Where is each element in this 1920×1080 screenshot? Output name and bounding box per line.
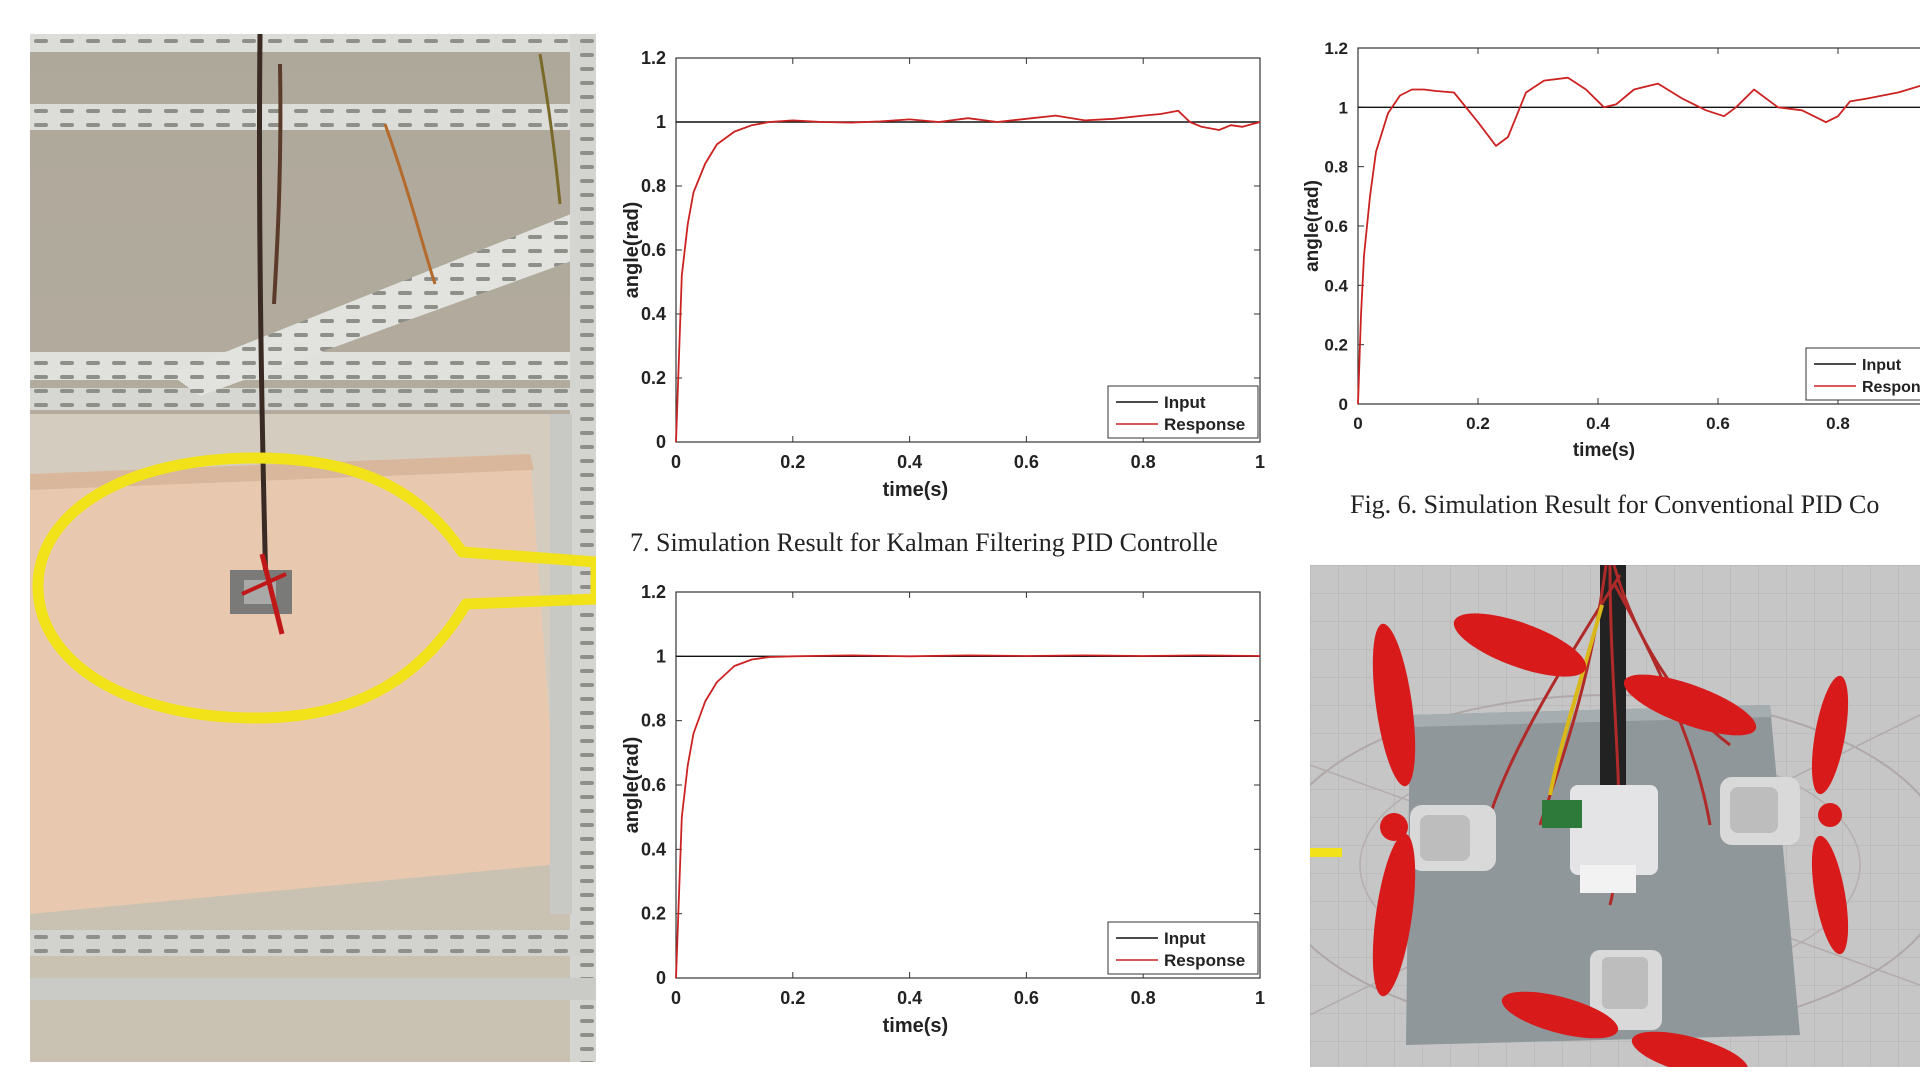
x-axis-label: time(s) (1573, 440, 1635, 461)
x-tick-label: 0.4 (897, 452, 922, 472)
y-tick-label: 0 (656, 432, 666, 452)
plot-area (675, 591, 1261, 979)
y-tick-label: 0.8 (1324, 158, 1348, 177)
rig-frame (30, 34, 596, 1062)
x-tick-label: 0.8 (1131, 452, 1156, 472)
y-tick-label: 0.4 (1324, 276, 1348, 295)
x-tick-label: 0 (1353, 414, 1362, 433)
legend-box (1107, 921, 1259, 975)
y-tick-label: 1 (656, 646, 666, 666)
y-tick-label: 1.2 (641, 582, 666, 602)
legend-box (1805, 347, 1920, 401)
x-axis-label: time(s) (883, 479, 949, 501)
y-tick-label: 1.2 (1324, 39, 1348, 58)
y-tick-label: 0.6 (641, 240, 666, 260)
caption-fig7: 7. Simulation Result for Kalman Filterin… (630, 528, 1218, 557)
legend: Input Response (1805, 347, 1920, 401)
motor-bottom (1590, 950, 1662, 1030)
x-tick-label: 0.4 (897, 988, 922, 1008)
y-tick-label: 0.6 (641, 775, 666, 795)
x-tick-label: 0 (671, 452, 681, 472)
y-axis-label: angle(rad) (1302, 180, 1323, 272)
propellers (1372, 613, 1849, 1067)
chart-kalman-bottom-panel: 0 0.2 0.4 0.6 0.8 1 0 0.2 0.4 0.6 0.8 1 1.2 time(s) an… (620, 578, 1280, 1058)
x-tick-label: 0 (671, 988, 681, 1008)
caption-fig6: Fig. 6. Simulation Result for Convention… (1350, 490, 1880, 519)
y-tick-label: 0.2 (1324, 336, 1348, 355)
chart-kalman-top-panel: 0 0.2 0.4 0.6 0.8 1 0 0.2 0.4 0.6 0.8 1 1.2 time(s) an… (620, 40, 1280, 520)
legend-label: Response (1862, 379, 1920, 396)
plot-area (675, 57, 1261, 443)
motor-right (1720, 777, 1800, 845)
y-tick-label: 1.2 (641, 48, 666, 68)
y-tick-label: 1 (656, 112, 666, 132)
y-tick-label: 0.4 (641, 839, 666, 859)
quadrotor-photo-drawing (1310, 565, 1920, 1067)
x-tick-label: 0.2 (780, 988, 805, 1008)
y-tick-label: 0.2 (641, 904, 666, 924)
chart-conventional-panel: 0 0.2 0.4 0.6 0.8 0 0.2 0.4 0.6 0.8 1 1.2 time(s) ang… (1300, 34, 1920, 484)
chart-kalman-bottom: 0 0.2 0.4 0.6 0.8 1 0 0.2 0.4 0.6 0.8 1 1.2 time(s) an… (621, 582, 1265, 1037)
chart-kalman-top: 0 0.2 0.4 0.6 0.8 1 0 0.2 0.4 0.6 0.8 1 1.2 time(s) an… (621, 48, 1265, 501)
y-tick-label: 0.6 (1324, 217, 1348, 236)
y-tick-label: 0 (1339, 395, 1348, 414)
quadrotor-photo (1310, 565, 1920, 1067)
highlight-line (1310, 848, 1342, 857)
legend: Input Response (1107, 921, 1259, 975)
y-tick-label: 0.8 (641, 711, 666, 731)
x-tick-label: 0.4 (1586, 414, 1610, 433)
legend-box (1107, 385, 1259, 439)
y-tick-label: 1 (1339, 98, 1348, 117)
rig-photo-drawing (30, 34, 596, 1062)
y-tick-label: 0.4 (641, 304, 666, 324)
legend-label: Input (1164, 929, 1206, 948)
x-tick-label: 0.6 (1706, 414, 1730, 433)
legend-label: Response (1164, 951, 1245, 970)
x-tick-label: 0.6 (1014, 452, 1039, 472)
series-line-response (675, 109, 1261, 443)
y-tick-label: 0.2 (641, 368, 666, 388)
x-tick-label: 0.2 (780, 452, 805, 472)
x-tick-label: 0.8 (1131, 988, 1156, 1008)
x-tick-label: 1 (1255, 452, 1265, 472)
legend-label: Response (1164, 415, 1245, 434)
motor-left (1410, 805, 1496, 871)
x-tick-label: 1 (1255, 988, 1265, 1008)
y-tick-label: 0.8 (641, 176, 666, 196)
chart-conventional: 0 0.2 0.4 0.6 0.8 0 0.2 0.4 0.6 0.8 1 1.2 time(s) ang… (1302, 39, 1920, 461)
x-tick-label: 0.6 (1014, 988, 1039, 1008)
x-tick-label: 0.2 (1466, 414, 1490, 433)
y-axis-label: angle(rad) (621, 202, 643, 299)
legend: Input Response (1107, 385, 1259, 439)
quadrotor-model-small (230, 553, 292, 635)
series-line-response (1357, 76, 1920, 405)
legend-label: Input (1164, 393, 1206, 412)
legend-label: Input (1862, 357, 1902, 374)
y-tick-label: 0 (656, 968, 666, 988)
y-axis-label: angle(rad) (621, 737, 643, 834)
rig-photo (30, 34, 596, 1062)
x-axis-label: time(s) (883, 1015, 949, 1037)
highlight-ring (32, 452, 596, 724)
series-line-response (675, 654, 1261, 979)
x-tick-label: 0.8 (1826, 414, 1850, 433)
